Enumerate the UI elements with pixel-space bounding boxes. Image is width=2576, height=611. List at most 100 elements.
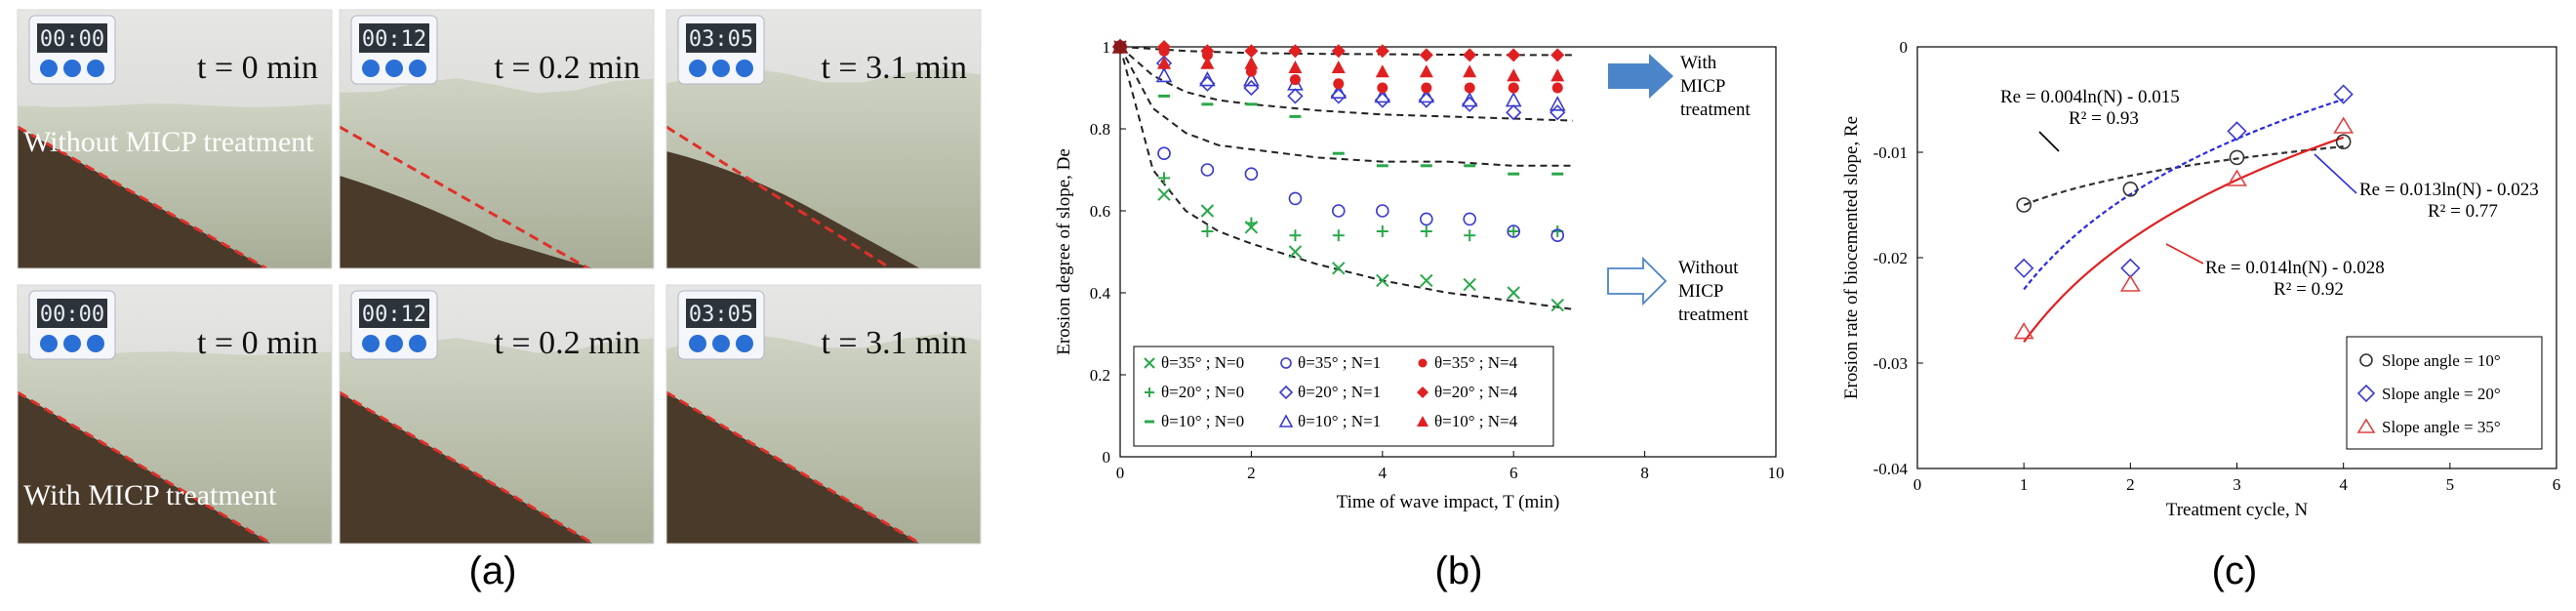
- fit-equation: Re = 0.014ln(N) - 0.028: [2205, 258, 2385, 278]
- photo-content: 00:12: [340, 285, 654, 544]
- sediment-slope: [666, 151, 920, 268]
- triangle-marker: [1278, 414, 1294, 428]
- filled-diamond-marker: [1417, 387, 1429, 398]
- photo-time-label: t = 0 min: [197, 50, 318, 86]
- timer-display: 00:00: [40, 27, 104, 52]
- x-tick-label: 2: [2126, 475, 2135, 494]
- data-point: [1330, 88, 1347, 104]
- photo-time-label: t = 3.1 min: [821, 50, 967, 86]
- x-marker-stroke: [1550, 298, 1564, 312]
- y-tick-label: 1: [1103, 38, 1111, 57]
- data-point: [1155, 66, 1173, 83]
- photo-content: 00:00: [18, 285, 332, 544]
- data-point: [1508, 225, 1520, 237]
- data-point: [1244, 44, 1259, 59]
- data-point: [2013, 322, 2034, 340]
- data-point: [2229, 149, 2245, 166]
- x-marker-stroke: [1463, 277, 1476, 292]
- x-tick-label: 0: [1913, 475, 1922, 494]
- data-point: [1201, 225, 1214, 237]
- timer-device: 00:00: [28, 290, 116, 360]
- data-point: [1200, 204, 1215, 218]
- data-point: [1464, 82, 1475, 94]
- data-point: [1375, 44, 1389, 59]
- data-point: [1331, 61, 1346, 73]
- timer-button: [87, 335, 104, 352]
- x-tick-label: 2: [1247, 464, 1256, 482]
- plot-frame: [1119, 46, 1777, 458]
- x-marker-stroke: [1288, 245, 1303, 259]
- data-point: [1421, 82, 1432, 94]
- data-point: [1374, 87, 1391, 103]
- data-point: [1420, 225, 1432, 237]
- plus-marker: [1145, 387, 1154, 397]
- data-point: [2122, 182, 2139, 197]
- legend-label: θ=10° ; N=1: [1298, 412, 1381, 430]
- timer-device: 00:12: [350, 290, 438, 360]
- timer-device: 00:12: [350, 15, 438, 85]
- timer-button: [689, 335, 706, 352]
- x-tick-label: 6: [1509, 464, 1518, 482]
- y-tick-label: 0.4: [1090, 284, 1111, 303]
- x-marker-stroke: [1144, 357, 1155, 369]
- data-point: [1289, 229, 1302, 242]
- annotation-line: MICP: [1680, 76, 1725, 97]
- timer-button: [385, 60, 403, 77]
- data-point: [1374, 92, 1390, 108]
- data-point: [2333, 116, 2355, 134]
- legend-label: θ=20° ; N=4: [1434, 383, 1518, 401]
- data-point: [1507, 48, 1521, 62]
- annotation-with-micp: With MICP treatment: [1608, 53, 1751, 120]
- data-point: [1418, 92, 1434, 108]
- data-point: [1550, 68, 1565, 82]
- data-point: [1376, 225, 1389, 237]
- y-axis-title: Erosion rate of biocemented slope, Re: [1841, 116, 1862, 399]
- x-marker-stroke: [1332, 262, 1346, 275]
- timer-display: 03:05: [689, 303, 753, 327]
- timer-button: [736, 60, 753, 77]
- timer-display: 03:05: [689, 27, 753, 52]
- original-slope-line: [666, 125, 892, 268]
- circle-marker: [2359, 353, 2373, 367]
- data-point: [1245, 217, 1258, 229]
- data-point: [1463, 212, 1476, 226]
- data-point: [1288, 44, 1303, 59]
- annotation-line: MICP: [1678, 281, 1723, 302]
- data-point: [1507, 68, 1521, 82]
- legend: θ=35° ; N=0 θ=35° ; N=1 θ=35° ; N=4 θ=20° ;…: [1133, 346, 1554, 447]
- timer-button: [362, 335, 380, 352]
- original-slope-line: [666, 390, 921, 544]
- panel-label-c: (c): [2212, 550, 2258, 592]
- data-point: [1333, 78, 1345, 90]
- x-tick-label: 6: [2553, 475, 2561, 494]
- data-point: [2335, 134, 2352, 149]
- photo-content: 00:00: [18, 10, 332, 268]
- data-point: [1507, 286, 1520, 300]
- legend-label: θ=35° ; N=0: [1161, 353, 1244, 372]
- data-point: [1331, 44, 1346, 59]
- original-slope-line: [18, 390, 272, 544]
- annotation-line: treatment: [1680, 100, 1751, 120]
- data-point: [1419, 64, 1433, 78]
- y-axis-title: Erosion degree of slope, De: [1054, 148, 1074, 355]
- y-tick-label: 0: [1103, 448, 1111, 467]
- y-tick-label: 0.6: [1090, 202, 1110, 221]
- data-point: [1332, 262, 1346, 275]
- photo-row-caption: Without MICP treatment: [23, 126, 314, 158]
- photo-frame: [665, 9, 982, 269]
- x-tick-label: 3: [2233, 475, 2241, 494]
- x-tick-label: 1: [2020, 475, 2029, 494]
- annotation-line: treatment: [1678, 305, 1749, 325]
- legend-label: θ=35° ; N=4: [1434, 353, 1518, 372]
- photo-cell: 03:05 t = 3.1 min: [665, 284, 982, 545]
- annotation-line: Without: [1678, 258, 1739, 278]
- timer-button: [712, 60, 730, 77]
- data-point: [1419, 48, 1433, 62]
- series-8: [1113, 40, 1565, 82]
- circle-marker: [1280, 357, 1292, 369]
- timer-screen: [686, 23, 756, 53]
- timer-button: [40, 335, 58, 352]
